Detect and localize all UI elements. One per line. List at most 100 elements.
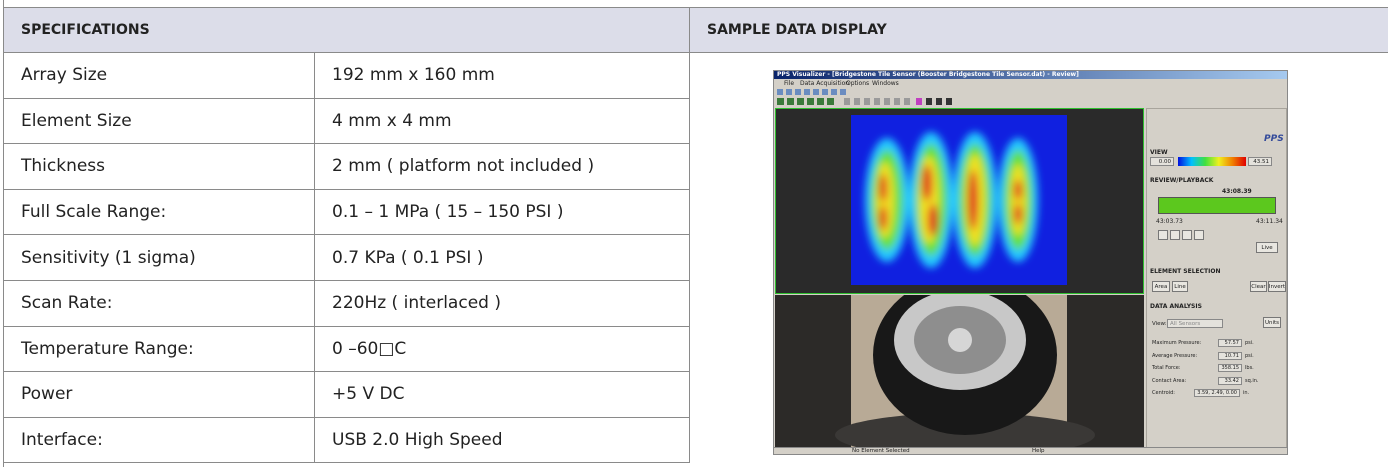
- button-text: Live: [1261, 244, 1273, 251]
- stat-field: 3.59, 2.49, 0.00: [1194, 389, 1240, 397]
- field-text: 0.00: [1158, 158, 1171, 165]
- time: 43:03.73: [1156, 218, 1183, 225]
- logo: PPS: [1264, 134, 1284, 144]
- stat-value: 358.15: [1221, 365, 1240, 371]
- section-label: VIEW: [1150, 149, 1168, 156]
- stat-label: Total Force:: [1152, 365, 1181, 371]
- section-label: ELEMENT SELECTION: [1150, 268, 1221, 275]
- table-row: Full Scale Range: 0.1 – 1 MPa ( 15 – 150 …: [4, 189, 689, 236]
- label-cell: Array Size: [4, 53, 315, 99]
- table-row: Thickness 2 mm ( platform not included ): [4, 144, 689, 190]
- label-cell: Interface:: [4, 417, 315, 464]
- button-text: Area: [1154, 283, 1168, 290]
- menu-item: File: [784, 80, 795, 87]
- field: 0.00: [1150, 157, 1174, 166]
- button[interactable]: Area: [1152, 281, 1170, 292]
- label-cell: Sensitivity (1 sigma): [4, 235, 315, 281]
- stat-label: Maximum Pressure:: [1152, 340, 1202, 346]
- dropdown-text: All Sensors: [1170, 320, 1201, 327]
- window-title: PPS Visualizer - [Bridgestone Tile Senso…: [777, 71, 1079, 78]
- stat-field: 33.42: [1218, 376, 1242, 385]
- button[interactable]: Units: [1263, 317, 1281, 328]
- button-text: Units: [1264, 319, 1280, 326]
- field: 43.51: [1248, 157, 1272, 166]
- menu-item: Windows: [872, 80, 899, 87]
- table-row: Array Size 192 mm x 160 mm: [4, 53, 689, 99]
- stat-unit: psi.: [1245, 352, 1254, 359]
- table-row: Element Size 4 mm x 4 mm: [4, 98, 689, 145]
- header-cell: SPECIFICATIONS: [4, 7, 690, 53]
- button-text: Clear: [1251, 283, 1266, 290]
- value-cell: 0.7 KPa ( 0.1 PSI ): [315, 235, 689, 281]
- table-row: Sensitivity (1 sigma) 0.7 KPa ( 0.1 PSI ): [4, 235, 689, 281]
- header-cell: SAMPLE DATA DISPLAY: [690, 7, 1388, 53]
- toolbars: [777, 89, 952, 105]
- stat-unit: sq.in.: [1245, 377, 1259, 384]
- app-screenshot: PPS Visualizer - [Bridgestone Tile Senso…: [773, 70, 1288, 455]
- stat-unit: in.: [1243, 390, 1250, 396]
- menu-item: Options: [846, 80, 870, 87]
- label-cell: Power: [4, 372, 315, 418]
- table-row: Scan Rate: 220Hz ( interlaced ): [4, 280, 689, 327]
- status-text: No Element Selected: [852, 448, 910, 454]
- time: 43:08.39: [1222, 188, 1252, 195]
- button[interactable]: [1182, 230, 1192, 240]
- value-cell: 0 –60□C: [315, 327, 689, 373]
- tire-photo: [775, 295, 1144, 447]
- button[interactable]: Invert: [1268, 281, 1286, 292]
- label-cell: Full Scale Range:: [4, 189, 315, 236]
- value-cell: 0.1 – 1 MPa ( 15 – 150 PSI ): [315, 190, 689, 236]
- stat-field: 10.71: [1218, 351, 1242, 360]
- button[interactable]: Live: [1256, 242, 1278, 253]
- value-cell: 2 mm ( platform not included ): [315, 144, 689, 190]
- button[interactable]: Line: [1172, 281, 1188, 292]
- table-row: Interface: USB 2.0 High Speed: [4, 417, 689, 464]
- label-cell: Element Size: [4, 98, 315, 145]
- button[interactable]: [1194, 230, 1204, 240]
- stat-field: 57.57: [1218, 339, 1242, 347]
- value-cell: +5 V DC: [315, 372, 689, 418]
- button-text: Line: [1174, 283, 1186, 290]
- button[interactable]: Clear: [1250, 281, 1267, 292]
- left-border: [3, 0, 4, 467]
- button[interactable]: [1170, 230, 1180, 240]
- stat-value: 3.59, 2.49, 0.00: [1197, 390, 1237, 396]
- value-cell: 192 mm x 160 mm: [315, 53, 689, 99]
- stat-unit: lbs.: [1245, 365, 1254, 371]
- stat-field: 358.15: [1218, 364, 1242, 372]
- button[interactable]: [1158, 230, 1168, 240]
- label-cell: Scan Rate:: [4, 280, 315, 327]
- header-text: SAMPLE DATA DISPLAY: [707, 22, 887, 38]
- section-label: REVIEW/PLAYBACK: [1150, 177, 1214, 184]
- button-text: Invert: [1268, 283, 1286, 290]
- field-text: 43.51: [1253, 158, 1269, 165]
- value-cell: 4 mm x 4 mm: [315, 99, 689, 145]
- value-cell: USB 2.0 High Speed: [315, 418, 689, 464]
- label-cell: Temperature Range:: [4, 326, 315, 373]
- spec-table: Array Size 192 mm x 160 mm Element Size 4 m…: [4, 53, 690, 464]
- color-scale: [1178, 157, 1246, 166]
- label-cell: Thickness: [4, 144, 315, 190]
- stat-value: 57.57: [1224, 340, 1239, 346]
- value-cell: 220Hz ( interlaced ): [315, 281, 689, 327]
- table-row: Temperature Range: 0 –60□C: [4, 326, 689, 373]
- status-bar: [774, 447, 1287, 454]
- title-bar: [774, 71, 1287, 79]
- menu-item: Data Acquisition: [800, 80, 850, 87]
- stat-label: Contact Area:: [1152, 377, 1187, 384]
- stat-unit: psi.: [1245, 340, 1254, 346]
- timeline: [1158, 197, 1276, 214]
- label: View:: [1152, 321, 1167, 327]
- dropdown[interactable]: All Sensors: [1167, 319, 1223, 328]
- stat-value: 10.71: [1224, 352, 1239, 359]
- stat-value: 33.42: [1224, 377, 1239, 384]
- section-label: DATA ANALYSIS: [1150, 303, 1202, 310]
- pressure-map: [775, 108, 1144, 294]
- stat-label: Average Pressure:: [1152, 352, 1198, 359]
- status-text: Help: [1032, 448, 1045, 454]
- stat-label: Centroid:: [1152, 390, 1175, 396]
- header-text: SPECIFICATIONS: [21, 22, 150, 38]
- time: 43:11.34: [1256, 218, 1283, 225]
- table-row: Power +5 V DC: [4, 372, 689, 418]
